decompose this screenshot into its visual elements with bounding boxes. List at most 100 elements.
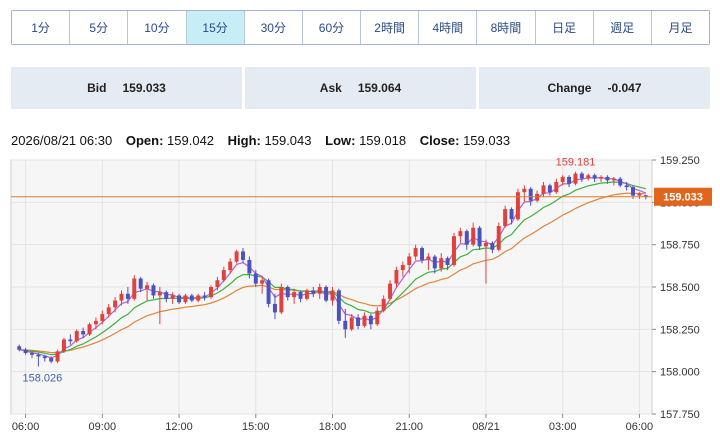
candle-body (631, 187, 635, 196)
candle-body (381, 298, 386, 311)
candle-body (496, 226, 501, 250)
candle-body (285, 287, 290, 298)
x-tick-label: 03:00 (549, 421, 577, 433)
candle-body (343, 320, 348, 330)
candle-body (106, 307, 111, 315)
candle-body (388, 283, 393, 299)
candle-body (586, 175, 591, 179)
candle-body (272, 303, 277, 313)
tab-timeframe[interactable]: 8時間 (477, 11, 536, 44)
candle-body (356, 317, 361, 326)
change-value: -0.047 (607, 81, 642, 95)
tab-timeframe[interactable]: 月足 (651, 11, 710, 44)
ask-label: Ask (319, 81, 342, 95)
candle-body (522, 188, 527, 193)
candle-body (464, 231, 469, 245)
tab-timeframe[interactable]: 2時間 (361, 11, 420, 44)
candle-body (241, 251, 245, 260)
ohlc-datetime: 2026/08/21 06:30 (11, 133, 113, 148)
candle-body (452, 236, 456, 265)
candle-body (605, 176, 610, 181)
bid-value: 159.033 (122, 81, 166, 95)
candle-body (432, 256, 437, 269)
tab-timeframe[interactable]: 1分 (12, 11, 71, 44)
candle-body (400, 264, 405, 271)
tab-timeframe[interactable]: 日足 (535, 11, 594, 44)
candle-body (637, 193, 642, 196)
candle-body (132, 278, 137, 299)
x-tick-label: 15:00 (242, 421, 270, 433)
candle-body (439, 258, 444, 269)
candle-body (483, 242, 488, 247)
x-tick-label: 09:00 (89, 421, 117, 433)
min-price-label: 158.026 (22, 372, 62, 384)
candle-body (611, 178, 616, 181)
y-tick-label: 157.750 (660, 409, 700, 421)
candle-body (304, 290, 309, 299)
candle-body (579, 173, 584, 179)
y-tick-label: 158.250 (660, 324, 700, 336)
x-tick-label: 08/21 (472, 421, 500, 433)
close-label: Close: (419, 133, 460, 148)
x-tick-label: 06:00 (12, 421, 40, 433)
candle-body (138, 278, 143, 289)
x-tick-label: 12:00 (165, 421, 193, 433)
candle-body (477, 227, 482, 247)
candle-body (253, 273, 258, 284)
candle-body (49, 358, 54, 362)
tab-timeframe[interactable]: 15分 (186, 11, 245, 44)
timeframe-tabs: 1分 5分 10分 15分 30分 60分 2時間 4時間 8時間 日足 週足 月足 (11, 10, 710, 45)
candle-body (528, 188, 533, 201)
ask-box: Ask 159.064 (245, 67, 476, 109)
candle-body (324, 287, 329, 301)
candle-body (420, 248, 424, 260)
y-tick-label: 158.500 (660, 282, 700, 294)
tab-timeframe[interactable]: 5分 (70, 11, 129, 44)
candle-body (234, 251, 239, 262)
candle-body (196, 295, 201, 301)
candle-body (61, 339, 66, 352)
max-price-label: 159.181 (556, 157, 596, 169)
candle-body (215, 280, 220, 287)
candle-body (209, 287, 213, 298)
candle-body (189, 295, 194, 301)
candle-body (311, 290, 316, 294)
high-value: 159.043 (264, 133, 312, 148)
candle-body (93, 320, 98, 325)
candle-body (515, 192, 520, 220)
candle-body (375, 310, 380, 325)
candle-body (170, 295, 175, 299)
tab-timeframe[interactable]: 週足 (593, 11, 652, 44)
candle-body (445, 258, 450, 265)
candle-body (349, 317, 354, 330)
bid-label: Bid (87, 81, 107, 95)
candle-body (260, 280, 265, 284)
candle-body (643, 195, 648, 197)
candle-body (113, 300, 118, 308)
tab-timeframe[interactable]: 10分 (128, 11, 187, 44)
candle-body (17, 346, 22, 350)
candle-body (177, 295, 182, 303)
tab-timeframe[interactable]: 4時間 (419, 11, 478, 44)
candle-body (592, 175, 597, 179)
candle-body (292, 292, 297, 298)
candle-body (573, 173, 578, 184)
candle-body (55, 351, 60, 362)
candle-body (368, 315, 373, 325)
candlestick-chart[interactable]: 159.250159.000158.750158.500158.250158.0… (0, 150, 720, 435)
low-value: 159.018 (359, 133, 407, 148)
candle-body (458, 231, 463, 237)
candle-body (599, 176, 604, 179)
candle-body (503, 209, 508, 227)
candle-body (221, 270, 226, 281)
candle-body (560, 176, 565, 183)
quote-bar: Bid 159.033 Ask 159.064 Change -0.047 (11, 67, 710, 109)
x-tick-label: 06:00 (626, 421, 654, 433)
candle-body (266, 280, 271, 304)
candle-body (490, 242, 495, 250)
candle-body (228, 261, 233, 271)
tab-timeframe[interactable]: 60分 (302, 11, 362, 44)
y-tick-label: 159.250 (660, 155, 700, 167)
tab-timeframe[interactable]: 30分 (244, 11, 303, 44)
candle-body (151, 285, 156, 296)
